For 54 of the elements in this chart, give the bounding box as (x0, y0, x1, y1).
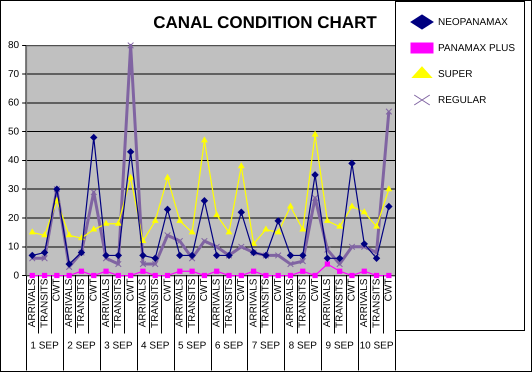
x-tick-label: CWT (310, 278, 321, 302)
text: 5 SEP (178, 340, 207, 352)
chart-title: CANAL CONDITION CHART (153, 12, 378, 32)
x-tick-label: ARRIVALS (359, 278, 370, 328)
y-tick-label: 10 (8, 242, 20, 253)
text: 1 SEP (30, 340, 60, 352)
text: 4 SEP (141, 340, 170, 352)
x-tick-label: CWT (52, 278, 63, 302)
x-tick-label: TRANSITS (260, 278, 272, 328)
x-tick-label: ARRIVALS (211, 278, 222, 328)
x-tick-label: ARRIVALS (285, 278, 296, 328)
x-tick-label: TRANSITS (39, 278, 50, 328)
x-tick-label: CWT (384, 278, 395, 302)
legend-label: NEOPANAMAX (438, 16, 508, 28)
x-tick-label: CWT (199, 278, 210, 302)
x-tick-label: TRANSITS (298, 278, 309, 328)
y-tick-label: 80 (8, 40, 20, 52)
legend-label: PANAMAX PLUS (438, 42, 516, 54)
text: 10 SEP (360, 340, 394, 352)
text: 6 SEP (214, 340, 244, 352)
text: 8 SEP (288, 340, 318, 352)
x-tick-label: TRANSITS (334, 278, 346, 328)
x-tick-label: ARRIVALS (138, 278, 149, 328)
legend-label: SUPER (438, 68, 472, 80)
x-tick-label: TRANSITS (186, 278, 198, 328)
x-tick-label: CWT (346, 278, 358, 302)
x-tick-label: ARRIVALS (248, 278, 260, 328)
x-tick-label: TRANSITS (76, 278, 88, 328)
y-tick-label: 60 (8, 98, 20, 109)
y-tick-label: 0 (14, 270, 20, 282)
x-tick-label: ARRIVALS (174, 278, 186, 328)
x-tick-label: TRANSITS (371, 278, 382, 328)
x-tick-label: TRANSITS (224, 278, 235, 328)
x-tick-label: ARRIVALS (27, 278, 38, 328)
x-tick-label: ARRIVALS (322, 278, 334, 328)
x-tick-label: CWT (125, 278, 136, 302)
y-tick-label: 30 (8, 184, 20, 195)
x-tick-label: ARRIVALS (64, 278, 75, 328)
text: 7 SEP (252, 340, 280, 352)
x-tick-label: CWT (272, 278, 284, 302)
text: 9 SEP (325, 340, 354, 352)
text: 2 SEP (67, 340, 96, 352)
x-tick-label: ARRIVALS (100, 278, 112, 328)
x-tick-label: TRANSITS (150, 278, 161, 328)
legend-label: REGULAR (438, 94, 486, 106)
y-tick-label: 50 (8, 126, 20, 138)
y-tick-label: 20 (8, 212, 20, 224)
y-tick-label: 40 (8, 155, 20, 166)
x-tick-label: CWT (236, 278, 248, 302)
text: 3 SEP (104, 340, 133, 352)
x-tick-label: CWT (88, 278, 100, 302)
x-tick-label: CWT (162, 278, 174, 302)
y-tick-label: 70 (8, 68, 20, 80)
x-tick-label: TRANSITS (113, 278, 124, 328)
